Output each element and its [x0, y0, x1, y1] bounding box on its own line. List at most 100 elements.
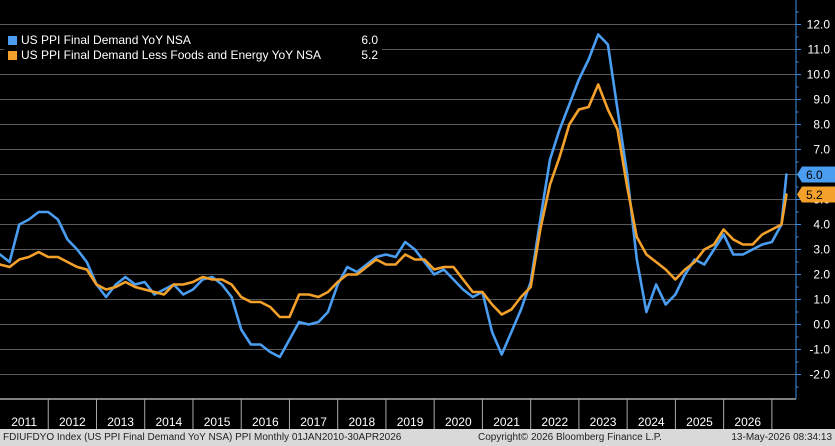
- data-point: [8, 266, 11, 268]
- data-point: [250, 343, 252, 346]
- data-point: [365, 266, 368, 268]
- data-point: [76, 266, 78, 268]
- data-point: [114, 286, 117, 288]
- y-tick-label: -2.0: [809, 368, 830, 382]
- data-point: [336, 281, 339, 283]
- data-point: [568, 103, 571, 106]
- data-point: [664, 268, 667, 271]
- data-point: [664, 303, 667, 306]
- y-tick-label: 9.0: [813, 93, 830, 107]
- data-point: [626, 173, 628, 176]
- x-tick-label: 2025: [686, 415, 713, 429]
- x-tick-label: 2011: [11, 415, 37, 429]
- data-point: [279, 356, 281, 358]
- data-point: [269, 351, 271, 353]
- y-tick-label: 12.0: [807, 18, 831, 32]
- y-tick-label: 2.0: [813, 268, 830, 282]
- chart-canvas: 2011 2012 2013 2014 2015 2016 2017 2018 2019 2020…: [0, 0, 835, 429]
- data-point: [597, 83, 600, 86]
- data-point: [143, 288, 146, 291]
- data-point: [134, 286, 136, 288]
- data-point: [394, 263, 397, 266]
- data-point: [105, 288, 107, 291]
- data-point: [240, 328, 243, 331]
- data-point: [28, 218, 30, 221]
- data-point: [288, 316, 291, 318]
- data-point: [182, 293, 185, 296]
- data-point: [18, 223, 21, 226]
- data-point: [375, 258, 378, 261]
- data-point: [491, 303, 493, 306]
- footer-index-description: FDIUFDYO Index (US PPI Final Demand YoY …: [3, 432, 402, 443]
- data-point: [37, 251, 40, 253]
- data-point: [636, 258, 638, 261]
- data-point: [655, 283, 657, 286]
- data-point: [327, 311, 329, 313]
- data-point: [0, 263, 1, 266]
- last-value-tag-label: 5.2: [806, 188, 823, 202]
- last-value-tag-1: 5.2: [797, 186, 835, 203]
- data-point: [163, 293, 165, 296]
- y-tick-label: 7.0: [813, 143, 830, 157]
- data-point: [66, 261, 69, 263]
- data-point: [404, 253, 407, 256]
- data-point: [616, 108, 619, 111]
- data-point: [761, 233, 764, 236]
- data-point: [785, 193, 788, 196]
- data-point: [124, 281, 127, 283]
- x-tick-label: 2015: [204, 415, 231, 429]
- data-point: [751, 248, 754, 251]
- data-point: [230, 283, 233, 286]
- data-point: [8, 261, 11, 263]
- y-tick-label: 10.0: [807, 68, 831, 82]
- data-point: [153, 293, 156, 296]
- x-tick-label: 2024: [638, 415, 665, 429]
- last-value-tag-bg: [797, 166, 835, 183]
- data-point: [703, 248, 706, 251]
- data-point: [684, 273, 686, 276]
- data-point: [365, 263, 368, 266]
- data-point: [414, 258, 416, 261]
- data-point: [124, 276, 127, 278]
- data-point: [520, 308, 522, 311]
- data-point: [269, 306, 271, 308]
- data-point: [771, 241, 773, 243]
- data-point: [47, 211, 50, 213]
- data-point: [317, 296, 320, 298]
- data-point: [327, 291, 329, 293]
- data-point: [491, 331, 493, 333]
- data-point: [520, 296, 522, 298]
- data-point: [211, 278, 214, 281]
- data-point: [259, 301, 262, 303]
- data-point: [221, 283, 223, 286]
- data-point: [732, 253, 735, 256]
- y-tick-label: -1.0: [809, 343, 830, 357]
- legend-label-ppi: US PPI Final Demand YoY NSA: [21, 33, 191, 47]
- data-point: [636, 236, 638, 238]
- legend-label-core-ppi: US PPI Final Demand Less Foods and Energ…: [21, 48, 321, 62]
- data-point: [433, 268, 435, 271]
- data-point: [114, 283, 117, 286]
- data-point: [201, 278, 204, 281]
- data-point: [37, 211, 40, 213]
- data-point: [722, 233, 725, 236]
- data-point: [742, 243, 744, 246]
- data-point: [452, 278, 455, 281]
- footer-copyright: Copyright© 2026 Bloomberg Finance L.P.: [478, 432, 662, 443]
- data-point: [558, 128, 561, 131]
- data-point: [385, 263, 387, 266]
- data-point: [462, 288, 464, 291]
- data-point: [539, 228, 542, 231]
- data-point: [674, 293, 677, 296]
- data-point: [500, 313, 503, 316]
- data-point: [703, 263, 706, 266]
- x-tick-label: 2016: [252, 415, 279, 429]
- data-point: [0, 253, 1, 256]
- data-point: [568, 123, 571, 126]
- data-point: [443, 268, 445, 271]
- data-point: [385, 253, 387, 256]
- data-point: [462, 278, 464, 281]
- data-point: [404, 241, 407, 243]
- data-point: [761, 243, 764, 246]
- data-point: [616, 128, 619, 131]
